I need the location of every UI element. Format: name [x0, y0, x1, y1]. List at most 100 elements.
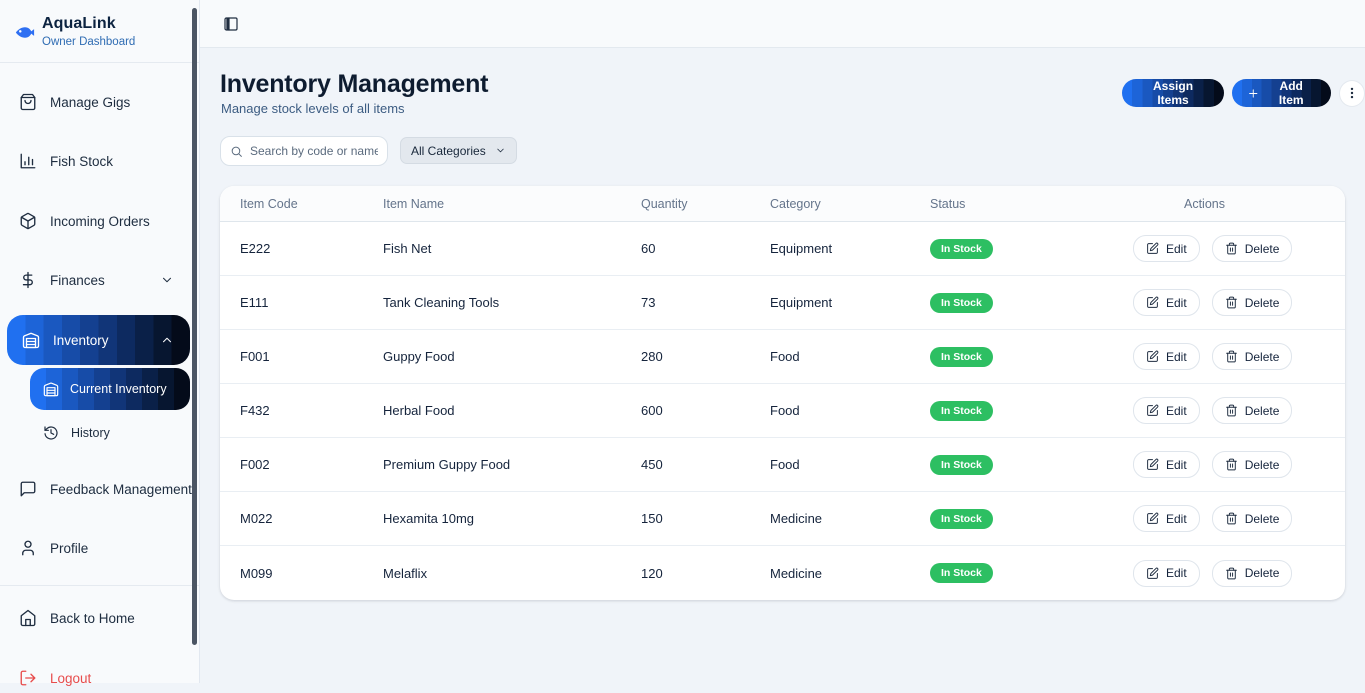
edit-button[interactable]: Edit	[1133, 235, 1200, 262]
delete-button[interactable]: Delete	[1211, 559, 1293, 587]
dollar-icon	[22, 271, 33, 289]
edit-button[interactable]: Edit	[1133, 289, 1200, 316]
add-item-button[interactable]: Add Item	[1232, 79, 1331, 107]
warehouse-icon	[22, 332, 40, 349]
status-cell: In Stock	[930, 508, 1133, 529]
quantity-cell: 60	[641, 241, 656, 256]
edit-button-label: Edit	[1166, 349, 1187, 364]
sidebar-item-inventory[interactable]: Inventory	[7, 315, 190, 365]
plus-icon	[1249, 88, 1258, 98]
table-row: F002 Premium Guppy Food 450 Food In Stoc…	[220, 438, 1345, 492]
edit-button-label: Edit	[1166, 295, 1187, 310]
history-icon	[44, 426, 58, 440]
header-actions: Assign Items Add Item	[1122, 79, 1365, 107]
edit-button[interactable]: Edit	[1133, 559, 1200, 587]
trash-icon	[1225, 512, 1237, 525]
category-cell: Equipment	[770, 295, 833, 310]
chevron-down-icon	[162, 277, 172, 283]
edit-button-label: Edit	[1166, 511, 1187, 526]
delete-button-label: Delete	[1244, 566, 1280, 580]
package-icon	[20, 212, 36, 230]
delete-button-label: Delete	[1244, 403, 1280, 418]
sidebar-toggle-icon[interactable]	[223, 16, 239, 32]
table-row: F001 Guppy Food 280 Food In Stock Edit D…	[220, 330, 1345, 384]
quantity-cell: 73	[641, 295, 656, 310]
item-name-cell: Premium Guppy Food	[383, 457, 511, 472]
brand-header: AquaLink Owner Dashboard	[0, 0, 199, 63]
table-row: F432 Herbal Food 600 Food In Stock Edit …	[220, 384, 1345, 438]
chevron-up-icon	[162, 337, 172, 343]
category-select[interactable]: All Categories	[400, 137, 517, 164]
sidebar-item-finances[interactable]: Finances	[0, 265, 192, 295]
sidebar-item-logout[interactable]: Logout	[0, 663, 192, 693]
sidebar-item-incoming-orders[interactable]: Incoming Orders	[0, 206, 192, 236]
item-name-cell: Guppy Food	[383, 349, 455, 364]
delete-button-label: Delete	[1244, 349, 1280, 364]
status-badge: In Stock	[930, 400, 993, 421]
status-cell: In Stock	[930, 238, 1133, 259]
sidebar-item-current-inventory[interactable]: Current Inventory	[30, 368, 190, 410]
item-name-cell: Fish Net	[383, 241, 432, 256]
delete-button[interactable]: Delete	[1211, 343, 1293, 370]
status-cell: In Stock	[930, 346, 1133, 367]
sidebar-item-back-to-home[interactable]: Back to Home	[0, 603, 192, 633]
edit-button[interactable]: Edit	[1133, 451, 1200, 478]
delete-button[interactable]: Delete	[1211, 451, 1293, 478]
sidebar-item-label: History	[71, 426, 110, 440]
delete-button[interactable]: Delete	[1211, 235, 1293, 262]
item-code-cell: F001	[240, 349, 270, 364]
delete-button-label: Delete	[1244, 457, 1280, 472]
edit-pencil-icon	[1147, 350, 1159, 362]
item-name-cell: Tank Cleaning Tools	[383, 295, 500, 310]
quantity-cell: 280	[641, 349, 663, 364]
logout-icon	[20, 670, 36, 686]
search-icon	[231, 146, 242, 157]
edit-pencil-icon	[1147, 567, 1159, 579]
item-name-cell: Melaflix	[383, 565, 428, 581]
sidebar-item-feedback-management[interactable]: Feedback Management	[0, 474, 192, 504]
actions-cell: Edit Delete	[1133, 505, 1325, 532]
delete-button[interactable]: Delete	[1211, 289, 1293, 316]
category-cell: Equipment	[770, 241, 833, 256]
column-header-status: Status	[930, 196, 966, 211]
edit-button[interactable]: Edit	[1133, 505, 1200, 532]
category-select-value: All Categories	[411, 143, 486, 158]
edit-button[interactable]: Edit	[1133, 343, 1200, 370]
trash-icon	[1225, 296, 1237, 309]
item-name-cell: Hexamita 10mg	[383, 511, 475, 526]
edit-pencil-icon	[1147, 296, 1159, 308]
sidebar-item-history[interactable]: History	[0, 418, 192, 448]
actions-cell: Edit Delete	[1133, 343, 1325, 370]
delete-button-label: Delete	[1244, 295, 1280, 310]
edit-button-label: Edit	[1166, 566, 1187, 580]
actions-cell: Edit Delete	[1133, 289, 1325, 316]
trash-icon	[1225, 242, 1237, 255]
table-body: E222 Fish Net 60 Equipment In Stock Edit…	[220, 222, 1345, 600]
bar-chart-icon	[20, 153, 36, 169]
sidebar-item-label: Incoming Orders	[50, 213, 150, 229]
more-options-button[interactable]	[1338, 79, 1365, 107]
table-row: E111 Tank Cleaning Tools 73 Equipment In…	[220, 276, 1345, 330]
column-header-category: Category	[770, 196, 821, 211]
sidebar-item-label: Fish Stock	[50, 153, 114, 169]
sidebar-scrollbar[interactable]	[192, 8, 197, 645]
item-code-cell: F432	[240, 403, 270, 418]
brand-subtitle: Owner Dashboard	[42, 36, 136, 48]
status-cell: In Stock	[930, 292, 1133, 313]
delete-button[interactable]: Delete	[1211, 505, 1293, 532]
category-cell: Food	[770, 457, 800, 472]
table-row: M099 Melaflix 120 Medicine In Stock Edit…	[220, 546, 1345, 600]
assign-items-button[interactable]: Assign Items	[1122, 79, 1225, 107]
sidebar-item-profile[interactable]: Profile	[0, 533, 192, 563]
search-input[interactable]	[250, 144, 378, 158]
column-header-actions: Actions	[1184, 196, 1225, 211]
sidebar-item-fish-stock[interactable]: Fish Stock	[0, 146, 192, 176]
edit-pencil-icon	[1147, 512, 1159, 524]
search-box	[220, 136, 388, 166]
category-cell: Food	[770, 349, 800, 364]
edit-button[interactable]: Edit	[1133, 397, 1200, 424]
delete-button[interactable]: Delete	[1211, 397, 1293, 424]
sidebar-item-label: Inventory	[53, 332, 109, 348]
sidebar-item-manage-gigs[interactable]: Manage Gigs	[0, 87, 192, 117]
sidebar: AquaLink Owner Dashboard Manage Gigs Fis…	[0, 0, 200, 686]
